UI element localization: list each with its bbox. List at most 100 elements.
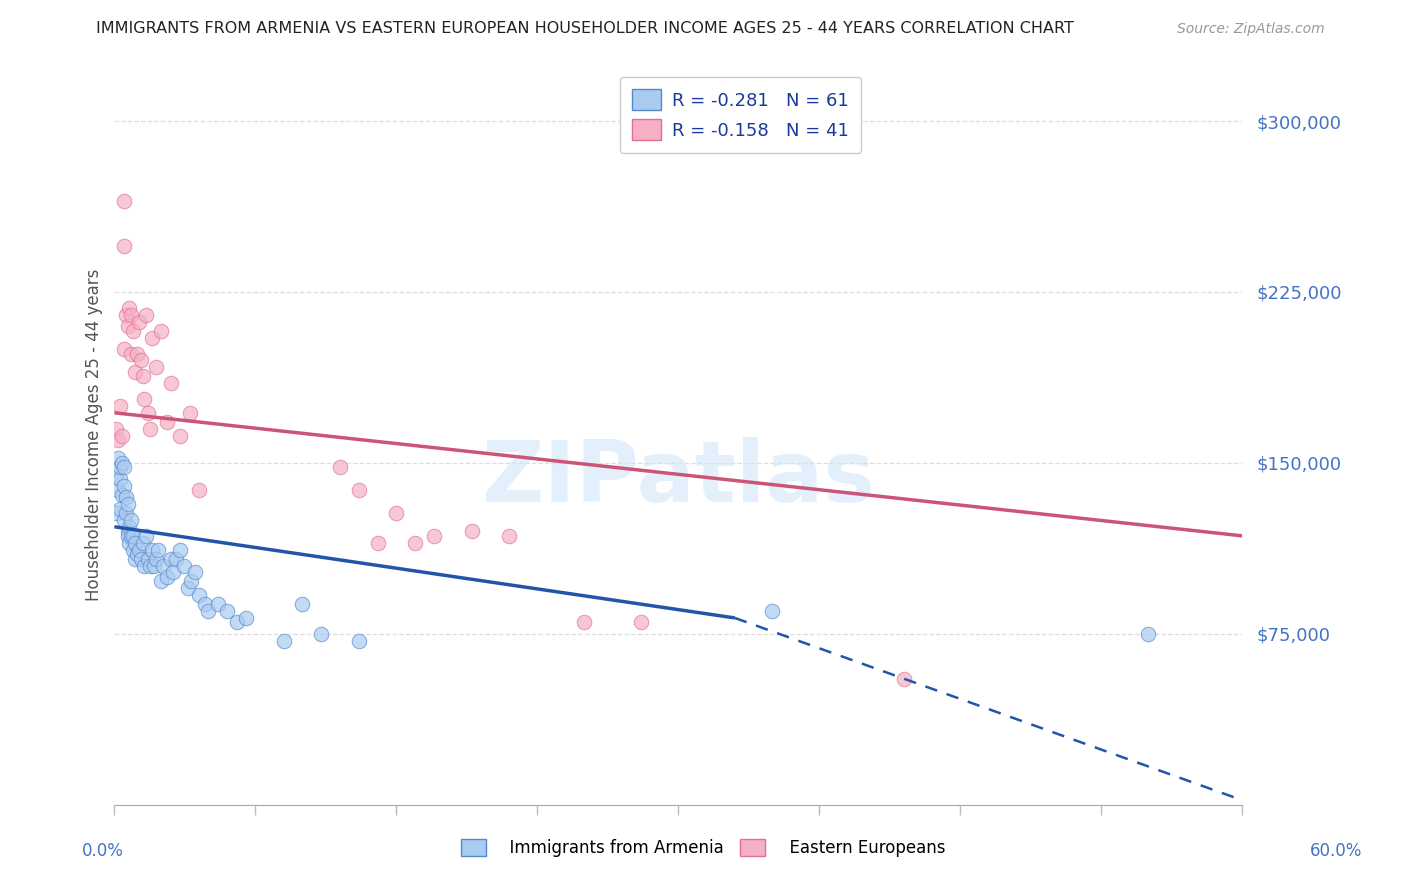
Point — [136, 406, 159, 420]
Point — [159, 551, 181, 566]
Point — [188, 483, 211, 498]
Point — [128, 542, 150, 557]
Text: Source: ZipAtlas.com: Source: ZipAtlas.com — [1177, 22, 1324, 36]
Point — [135, 529, 157, 543]
Point — [197, 604, 219, 618]
Point — [120, 346, 142, 360]
Point — [460, 524, 482, 539]
Point — [111, 456, 134, 470]
Point — [179, 406, 201, 420]
Point — [111, 428, 134, 442]
Point — [141, 330, 163, 344]
Point — [112, 342, 135, 356]
Point — [124, 365, 146, 379]
Point — [217, 604, 239, 618]
Point — [188, 588, 211, 602]
Point — [156, 570, 179, 584]
Point — [131, 369, 153, 384]
Point — [111, 488, 134, 502]
Point — [120, 513, 142, 527]
Point — [128, 315, 150, 329]
Legend:   Immigrants from Armenia,   Eastern Europeans: Immigrants from Armenia, Eastern Europea… — [454, 832, 952, 864]
Point — [105, 422, 128, 436]
Point — [108, 472, 131, 486]
Point — [159, 376, 181, 391]
Point — [329, 460, 352, 475]
Point — [117, 319, 139, 334]
Point — [131, 535, 153, 549]
Point — [112, 194, 135, 208]
Point — [134, 558, 156, 573]
Point — [169, 542, 191, 557]
Point — [207, 597, 229, 611]
Point — [273, 633, 295, 648]
Point — [423, 529, 446, 543]
Point — [105, 467, 128, 482]
Text: IMMIGRANTS FROM ARMENIA VS EASTERN EUROPEAN HOUSEHOLDER INCOME AGES 25 - 44 YEAR: IMMIGRANTS FROM ARMENIA VS EASTERN EUROP… — [96, 21, 1074, 36]
Point — [112, 513, 135, 527]
Point — [125, 547, 148, 561]
Point — [177, 582, 200, 596]
Point — [134, 392, 156, 406]
Point — [184, 566, 207, 580]
Point — [194, 597, 217, 611]
Text: 60.0%: 60.0% — [1309, 842, 1362, 860]
Point — [122, 529, 145, 543]
Point — [347, 633, 370, 648]
Point — [162, 566, 184, 580]
Point — [630, 615, 652, 630]
Point — [574, 615, 596, 630]
Point — [139, 422, 162, 436]
Point — [291, 597, 314, 611]
Point — [117, 497, 139, 511]
Point — [135, 308, 157, 322]
Point — [309, 627, 332, 641]
Point — [129, 353, 152, 368]
Point — [235, 611, 257, 625]
Point — [146, 542, 169, 557]
Point — [225, 615, 247, 630]
Point — [169, 428, 191, 442]
Point — [173, 558, 195, 573]
Point — [156, 415, 179, 429]
Point — [150, 574, 173, 589]
Point — [112, 460, 135, 475]
Point — [107, 451, 129, 466]
Point — [142, 558, 165, 573]
Point — [124, 535, 146, 549]
Point — [117, 524, 139, 539]
Point — [761, 604, 783, 618]
Point — [385, 506, 408, 520]
Point — [122, 542, 145, 557]
Point — [114, 308, 136, 322]
Point — [117, 529, 139, 543]
Point — [105, 506, 128, 520]
Text: ZIPatlas: ZIPatlas — [481, 437, 876, 520]
Point — [165, 551, 187, 566]
Point — [108, 501, 131, 516]
Point — [114, 490, 136, 504]
Point — [347, 483, 370, 498]
Point — [125, 346, 148, 360]
Point — [107, 483, 129, 498]
Point — [129, 551, 152, 566]
Point — [118, 520, 141, 534]
Point — [120, 529, 142, 543]
Point — [108, 399, 131, 413]
Point — [124, 551, 146, 566]
Point — [139, 558, 162, 573]
Point — [152, 558, 174, 573]
Point — [145, 551, 167, 566]
Point — [120, 308, 142, 322]
Point — [150, 324, 173, 338]
Point — [107, 433, 129, 447]
Point — [145, 360, 167, 375]
Legend: R = -0.281   N = 61, R = -0.158   N = 41: R = -0.281 N = 61, R = -0.158 N = 41 — [620, 77, 862, 153]
Point — [367, 535, 389, 549]
Point — [141, 542, 163, 557]
Point — [404, 535, 426, 549]
Text: 0.0%: 0.0% — [82, 842, 124, 860]
Y-axis label: Householder Income Ages 25 - 44 years: Householder Income Ages 25 - 44 years — [86, 268, 103, 600]
Point — [118, 301, 141, 315]
Point — [112, 239, 135, 253]
